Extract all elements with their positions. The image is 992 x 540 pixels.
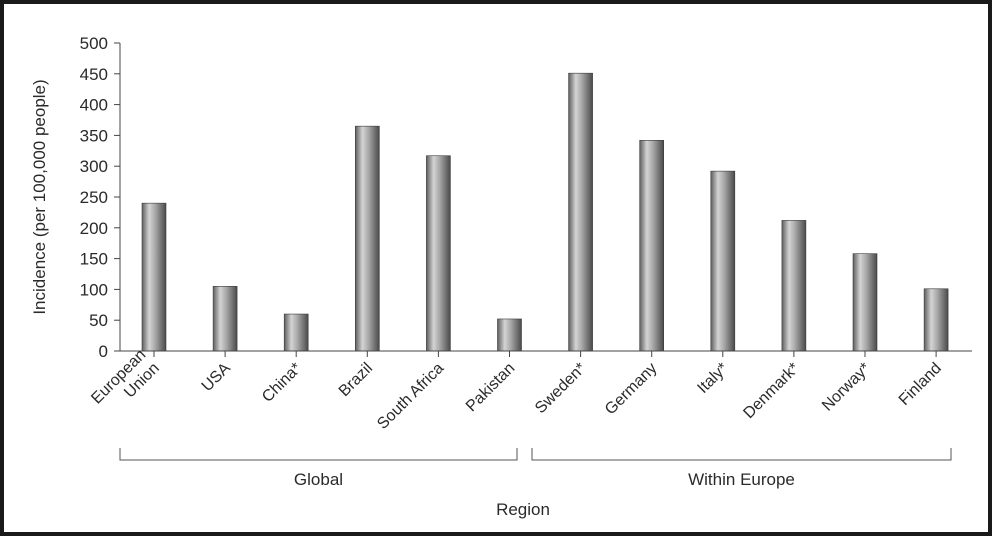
axes-layer: 0 50 100 150 200 250 300 350 400 450 500 — [80, 34, 972, 361]
category-label-group-3: Brazil — [336, 360, 376, 400]
y-tick-label-500: 500 — [80, 34, 108, 53]
category-label: Finland — [896, 360, 945, 409]
category-label-group-8: Italy* — [694, 360, 731, 397]
bar-sweden — [568, 72, 593, 352]
bar-china — [283, 313, 309, 352]
group-label: Global — [294, 470, 343, 489]
group-bracket-1 — [531, 448, 952, 461]
bar-brazil — [354, 125, 380, 352]
bar-norway — [852, 253, 878, 352]
category-label-group-11: Finland — [896, 360, 945, 409]
group-label: Within Europe — [688, 470, 795, 489]
category-label-group-1: USA — [199, 360, 235, 396]
y-tick-label-150: 150 — [80, 250, 108, 269]
y-tick-label-250: 250 — [80, 188, 108, 207]
group-bracket-0 — [119, 448, 518, 461]
category-label: Germany — [602, 360, 661, 419]
y-tick-label-450: 450 — [80, 65, 108, 84]
category-label-group-10: Norway* — [819, 360, 874, 415]
x-axis-title: Region — [496, 500, 550, 519]
category-label-group-2: China* — [259, 360, 305, 406]
bar-usa — [212, 286, 238, 352]
bar-pakistan — [497, 318, 522, 352]
y-tick-label-350: 350 — [80, 126, 108, 145]
bar-italy — [710, 170, 736, 352]
y-axis-title: Incidence (per 100,000 people) — [30, 79, 49, 314]
category-label-group-5: Pakistan — [463, 360, 518, 415]
bar-finland — [923, 288, 949, 352]
y-tick-label-200: 200 — [80, 219, 108, 238]
category-label: USA — [199, 360, 235, 396]
y-tick-label-400: 400 — [80, 96, 108, 115]
y-tick-label-300: 300 — [80, 157, 108, 176]
category-label: South Africa — [374, 360, 447, 433]
category-label: China* — [259, 360, 305, 406]
category-label: Brazil — [336, 360, 376, 400]
category-label-group-7: Germany — [602, 360, 661, 419]
category-label-group-4: South Africa — [374, 360, 447, 433]
category-label: Norway* — [819, 360, 874, 415]
category-label-group-9: Denmark* — [740, 360, 802, 422]
category-label: Sweden* — [532, 360, 589, 417]
bar-european-union — [141, 202, 167, 352]
category-label: Denmark* — [740, 360, 802, 422]
bar-germany — [639, 140, 665, 352]
category-label: Pakistan — [463, 360, 518, 415]
category-label-group-6: Sweden* — [532, 360, 589, 417]
bars-layer — [141, 72, 949, 352]
category-label: Italy* — [694, 360, 731, 397]
y-tick-label-0: 0 — [99, 342, 108, 361]
bar-denmark — [781, 220, 807, 352]
y-tick-label-100: 100 — [80, 280, 108, 299]
y-tick-label-50: 50 — [89, 311, 108, 330]
groups-layer: Global Within Europe — [119, 448, 952, 489]
bar-south-africa — [426, 155, 451, 352]
